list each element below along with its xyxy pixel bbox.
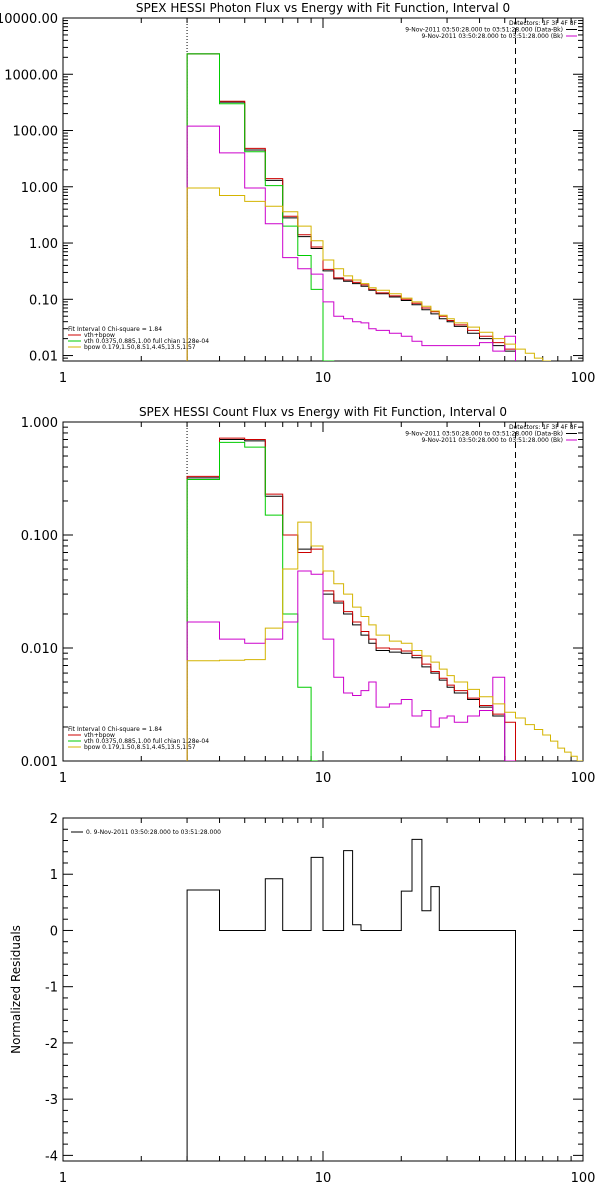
- y-tick-label: 0.010: [21, 642, 58, 657]
- legend-entry: vth 0.0375,0.885,1.00 full chian 1.28e-0…: [84, 338, 209, 345]
- series-bk: [186, 570, 516, 761]
- legend-entry: vth 0.0375,0.885,1.00 full chian 1.28e-0…: [84, 738, 209, 745]
- count-flux-panel: SPEX HESSI Count Flux vs Energy with Fit…: [21, 405, 596, 786]
- legend-entry: 9-Nov-2011 03:50:28.000 to 03:51:28.000 …: [405, 431, 563, 438]
- y-tick-label: -3: [45, 1093, 58, 1108]
- legend-bottom: Fit Interval 0 Chi-square = 1.84vth+bpow…: [68, 326, 209, 351]
- legend-entry: 9-Nov-2011 03:50:28.000 to 03:51:28.000 …: [421, 33, 563, 40]
- legend-entry: Detectors: 1F 3F 4F 8F: [509, 424, 578, 431]
- legend-entry: 9-Nov-2011 03:50:28.000 to 03:51:28.000 …: [421, 437, 563, 444]
- x-tick-label: 100: [571, 771, 596, 786]
- y-tick-label: 10.00: [21, 181, 58, 196]
- legend-entry: bpow 0.179,1.50,8.51,4.45,13.5,1.57: [84, 344, 196, 351]
- x-tick-label: 10: [315, 771, 332, 786]
- legend-entry: 9-Nov-2011 03:50:28.000 to 03:51:28.000 …: [405, 27, 563, 34]
- chart-title: SPEX HESSI Count Flux vs Energy with Fit…: [139, 405, 507, 419]
- legend-entry: vth+bpow: [84, 332, 115, 339]
- legend-top: Detectors: 1F 3F 4F 8F9-Nov-2011 03:50:2…: [405, 20, 577, 40]
- x-tick-label: 10: [315, 371, 332, 386]
- y-tick-label: 0.100: [21, 529, 58, 544]
- y-tick-label: 1000.00: [4, 68, 58, 83]
- legend-top: 0. 9-Nov-2011 03:50:28.000 to 03:51:28.0…: [71, 829, 221, 836]
- y-tick-label: 1: [50, 868, 58, 883]
- y-tick-label: 2: [50, 812, 58, 827]
- legend-entry: Fit Interval 0 Chi-square = 1.84: [68, 726, 162, 733]
- series-bpow: [186, 187, 551, 361]
- legend-entry: bpow 0.179,1.50,8.51,4.45,13.5,1.57: [84, 744, 196, 751]
- x-tick-label: 100: [571, 371, 596, 386]
- x-tick-label: 1: [59, 371, 67, 386]
- y-tick-label: 1.00: [29, 237, 58, 252]
- series-0-9-nov-2011-03-50-28-000-to-03-51-28-000: [186, 838, 516, 1161]
- y-tick-label: 0: [50, 924, 58, 939]
- photon-flux-panel: SPEX HESSI Photon Flux vs Energy with Fi…: [0, 1, 595, 386]
- series-bpow: [186, 521, 583, 761]
- legend-entry: 0. 9-Nov-2011 03:50:28.000 to 03:51:28.0…: [86, 829, 221, 836]
- y-tick-label: 0.001: [21, 755, 58, 770]
- x-tick-label: 10: [315, 1171, 332, 1186]
- series-vth: [186, 53, 335, 361]
- y-tick-label: -4: [45, 1149, 58, 1164]
- legend-bottom: Fit Interval 0 Chi-square = 1.84vth+bpow…: [68, 726, 209, 751]
- series-vth: [186, 441, 318, 761]
- y-axis-label: Normalized Residuals: [9, 925, 23, 1054]
- y-tick-label: 0.10: [29, 293, 58, 308]
- y-tick-label: -2: [45, 1037, 58, 1052]
- y-tick-label: 0.01: [29, 350, 58, 365]
- legend-entry: Detectors: 1F 3F 4F 8F: [509, 20, 578, 27]
- y-tick-label: 1.000: [21, 416, 58, 431]
- x-tick-label: 100: [571, 1171, 596, 1186]
- x-tick-label: 1: [59, 771, 67, 786]
- series-data-bk: [186, 439, 516, 761]
- legend-top: Detectors: 1F 3F 4F 8F9-Nov-2011 03:50:2…: [405, 424, 577, 444]
- legend-entry: vth+bpow: [84, 732, 115, 739]
- series-bk: [186, 125, 516, 361]
- y-tick-label: 100.00: [13, 125, 59, 140]
- y-tick-label: -1: [45, 981, 58, 996]
- legend-entry: Fit Interval 0 Chi-square = 1.84: [68, 326, 162, 333]
- y-tick-label: 10000.00: [0, 12, 58, 27]
- chart-title: SPEX HESSI Photon Flux vs Energy with Fi…: [136, 1, 510, 15]
- series-vth-bpow: [186, 437, 516, 761]
- x-tick-label: 1: [59, 1171, 67, 1186]
